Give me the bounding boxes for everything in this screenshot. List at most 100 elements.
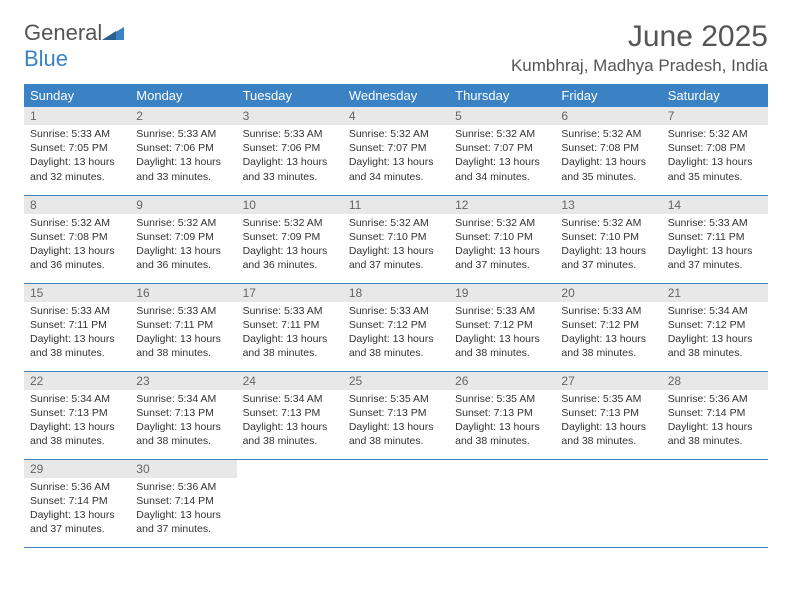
day-details: Sunrise: 5:36 AMSunset: 7:14 PMDaylight:…	[662, 390, 768, 453]
day-details: Sunrise: 5:32 AMSunset: 7:09 PMDaylight:…	[237, 214, 343, 277]
sunset-text: Sunset: 7:12 PM	[349, 318, 443, 332]
daylight-text: Daylight: 13 hours and 37 minutes.	[561, 244, 655, 272]
day-number: 5	[449, 107, 555, 125]
day-details: Sunrise: 5:32 AMSunset: 7:07 PMDaylight:…	[343, 125, 449, 188]
calendar-cell: 1Sunrise: 5:33 AMSunset: 7:05 PMDaylight…	[24, 107, 130, 195]
day-details: Sunrise: 5:35 AMSunset: 7:13 PMDaylight:…	[449, 390, 555, 453]
day-details: Sunrise: 5:32 AMSunset: 7:07 PMDaylight:…	[449, 125, 555, 188]
month-title: June 2025	[511, 20, 768, 54]
sunset-text: Sunset: 7:09 PM	[136, 230, 230, 244]
sunrise-text: Sunrise: 5:33 AM	[136, 127, 230, 141]
day-number: 2	[130, 107, 236, 125]
sunset-text: Sunset: 7:12 PM	[561, 318, 655, 332]
calendar-cell: 10Sunrise: 5:32 AMSunset: 7:09 PMDayligh…	[237, 195, 343, 283]
sunset-text: Sunset: 7:14 PM	[30, 494, 124, 508]
sunset-text: Sunset: 7:11 PM	[243, 318, 337, 332]
sunrise-text: Sunrise: 5:34 AM	[668, 304, 762, 318]
header: GeneralBlue June 2025 Kumbhraj, Madhya P…	[24, 20, 768, 76]
sunrise-text: Sunrise: 5:33 AM	[243, 304, 337, 318]
day-details: Sunrise: 5:33 AMSunset: 7:12 PMDaylight:…	[343, 302, 449, 365]
sunrise-text: Sunrise: 5:36 AM	[668, 392, 762, 406]
sunrise-text: Sunrise: 5:33 AM	[243, 127, 337, 141]
daylight-text: Daylight: 13 hours and 37 minutes.	[668, 244, 762, 272]
day-details: Sunrise: 5:32 AMSunset: 7:08 PMDaylight:…	[662, 125, 768, 188]
day-details: Sunrise: 5:32 AMSunset: 7:09 PMDaylight:…	[130, 214, 236, 277]
weekday-header: Thursday	[449, 84, 555, 107]
sunset-text: Sunset: 7:13 PM	[455, 406, 549, 420]
day-number: 8	[24, 196, 130, 214]
sunset-text: Sunset: 7:11 PM	[668, 230, 762, 244]
day-number: 21	[662, 284, 768, 302]
calendar-cell: 14Sunrise: 5:33 AMSunset: 7:11 PMDayligh…	[662, 195, 768, 283]
day-number: 29	[24, 460, 130, 478]
day-number: 14	[662, 196, 768, 214]
calendar-table: Sunday Monday Tuesday Wednesday Thursday…	[24, 84, 768, 548]
sunrise-text: Sunrise: 5:35 AM	[455, 392, 549, 406]
day-details: Sunrise: 5:34 AMSunset: 7:13 PMDaylight:…	[130, 390, 236, 453]
sunset-text: Sunset: 7:12 PM	[668, 318, 762, 332]
weekday-header: Friday	[555, 84, 661, 107]
sunrise-text: Sunrise: 5:32 AM	[455, 127, 549, 141]
day-details: Sunrise: 5:33 AMSunset: 7:06 PMDaylight:…	[237, 125, 343, 188]
sunset-text: Sunset: 7:13 PM	[30, 406, 124, 420]
daylight-text: Daylight: 13 hours and 37 minutes.	[455, 244, 549, 272]
sunset-text: Sunset: 7:05 PM	[30, 141, 124, 155]
sunrise-text: Sunrise: 5:35 AM	[349, 392, 443, 406]
calendar-cell: 9Sunrise: 5:32 AMSunset: 7:09 PMDaylight…	[130, 195, 236, 283]
daylight-text: Daylight: 13 hours and 38 minutes.	[455, 332, 549, 360]
calendar-cell	[662, 459, 768, 547]
sunset-text: Sunset: 7:13 PM	[136, 406, 230, 420]
sunset-text: Sunset: 7:13 PM	[561, 406, 655, 420]
daylight-text: Daylight: 13 hours and 33 minutes.	[136, 155, 230, 183]
daylight-text: Daylight: 13 hours and 37 minutes.	[136, 508, 230, 536]
weekday-header: Sunday	[24, 84, 130, 107]
sunrise-text: Sunrise: 5:33 AM	[561, 304, 655, 318]
day-number: 10	[237, 196, 343, 214]
day-number: 23	[130, 372, 236, 390]
sunrise-text: Sunrise: 5:34 AM	[243, 392, 337, 406]
sunset-text: Sunset: 7:13 PM	[349, 406, 443, 420]
day-number: 19	[449, 284, 555, 302]
calendar-week-row: 15Sunrise: 5:33 AMSunset: 7:11 PMDayligh…	[24, 283, 768, 371]
day-details: Sunrise: 5:32 AMSunset: 7:10 PMDaylight:…	[343, 214, 449, 277]
weekday-header: Monday	[130, 84, 236, 107]
day-details: Sunrise: 5:33 AMSunset: 7:06 PMDaylight:…	[130, 125, 236, 188]
day-number: 4	[343, 107, 449, 125]
title-block: June 2025 Kumbhraj, Madhya Pradesh, Indi…	[511, 20, 768, 76]
day-number: 15	[24, 284, 130, 302]
calendar-cell: 3Sunrise: 5:33 AMSunset: 7:06 PMDaylight…	[237, 107, 343, 195]
day-number: 18	[343, 284, 449, 302]
sunrise-text: Sunrise: 5:32 AM	[243, 216, 337, 230]
sunset-text: Sunset: 7:11 PM	[30, 318, 124, 332]
sunrise-text: Sunrise: 5:32 AM	[349, 127, 443, 141]
daylight-text: Daylight: 13 hours and 38 minutes.	[136, 332, 230, 360]
day-details: Sunrise: 5:33 AMSunset: 7:12 PMDaylight:…	[555, 302, 661, 365]
sunrise-text: Sunrise: 5:32 AM	[561, 216, 655, 230]
calendar-cell: 23Sunrise: 5:34 AMSunset: 7:13 PMDayligh…	[130, 371, 236, 459]
calendar-cell: 20Sunrise: 5:33 AMSunset: 7:12 PMDayligh…	[555, 283, 661, 371]
sunrise-text: Sunrise: 5:32 AM	[668, 127, 762, 141]
daylight-text: Daylight: 13 hours and 38 minutes.	[668, 420, 762, 448]
weekday-header-row: Sunday Monday Tuesday Wednesday Thursday…	[24, 84, 768, 107]
weekday-header: Wednesday	[343, 84, 449, 107]
calendar-cell: 8Sunrise: 5:32 AMSunset: 7:08 PMDaylight…	[24, 195, 130, 283]
sunrise-text: Sunrise: 5:32 AM	[455, 216, 549, 230]
calendar-week-row: 8Sunrise: 5:32 AMSunset: 7:08 PMDaylight…	[24, 195, 768, 283]
day-number: 6	[555, 107, 661, 125]
logo-text: GeneralBlue	[24, 20, 124, 72]
sunrise-text: Sunrise: 5:32 AM	[561, 127, 655, 141]
day-details: Sunrise: 5:32 AMSunset: 7:10 PMDaylight:…	[449, 214, 555, 277]
calendar-week-row: 29Sunrise: 5:36 AMSunset: 7:14 PMDayligh…	[24, 459, 768, 547]
daylight-text: Daylight: 13 hours and 38 minutes.	[349, 420, 443, 448]
day-details: Sunrise: 5:35 AMSunset: 7:13 PMDaylight:…	[555, 390, 661, 453]
day-number: 22	[24, 372, 130, 390]
logo-triangle-icon	[102, 20, 124, 46]
day-details: Sunrise: 5:32 AMSunset: 7:10 PMDaylight:…	[555, 214, 661, 277]
sunrise-text: Sunrise: 5:34 AM	[30, 392, 124, 406]
daylight-text: Daylight: 13 hours and 36 minutes.	[30, 244, 124, 272]
day-details: Sunrise: 5:33 AMSunset: 7:05 PMDaylight:…	[24, 125, 130, 188]
calendar-cell: 16Sunrise: 5:33 AMSunset: 7:11 PMDayligh…	[130, 283, 236, 371]
daylight-text: Daylight: 13 hours and 36 minutes.	[136, 244, 230, 272]
day-details: Sunrise: 5:34 AMSunset: 7:12 PMDaylight:…	[662, 302, 768, 365]
calendar-cell: 26Sunrise: 5:35 AMSunset: 7:13 PMDayligh…	[449, 371, 555, 459]
